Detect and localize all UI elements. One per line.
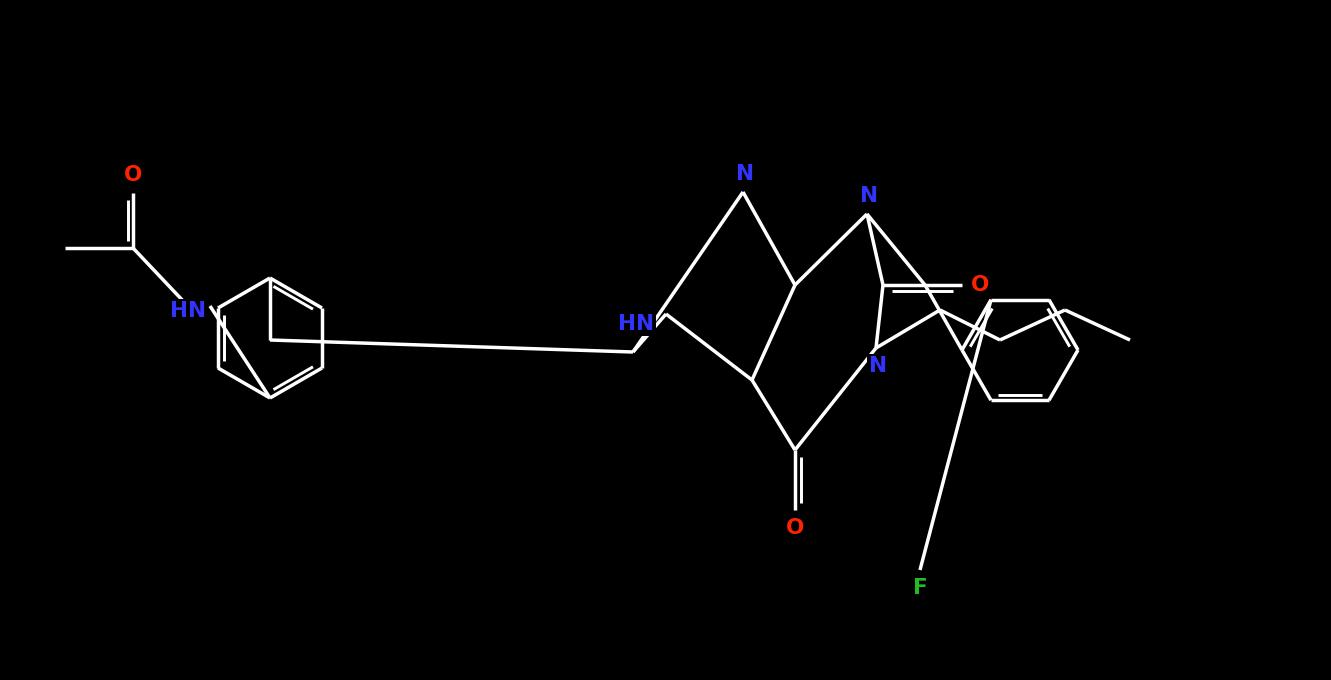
Text: O: O	[124, 165, 142, 185]
Text: O: O	[970, 275, 989, 295]
Text: N: N	[736, 164, 755, 184]
Text: HN: HN	[618, 314, 654, 334]
Text: F: F	[913, 578, 928, 598]
Text: N: N	[860, 186, 878, 206]
Text: N: N	[869, 356, 886, 376]
Text: HN: HN	[170, 301, 206, 321]
Text: O: O	[785, 518, 804, 538]
